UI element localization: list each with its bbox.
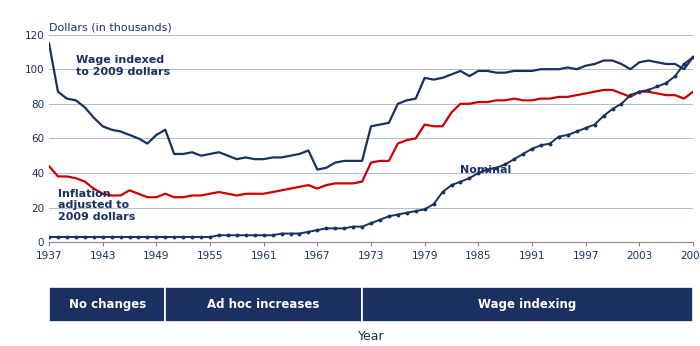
Text: Ad hoc increases: Ad hoc increases: [207, 298, 320, 311]
Text: Dollars (in thousands): Dollars (in thousands): [49, 22, 172, 33]
Text: No changes: No changes: [69, 298, 146, 311]
Text: Year: Year: [358, 329, 384, 343]
Text: Wage indexing: Wage indexing: [478, 298, 577, 311]
Text: Inflation
adjusted to
2009 dollars: Inflation adjusted to 2009 dollars: [58, 189, 135, 222]
Text: Wage indexed
to 2009 dollars: Wage indexed to 2009 dollars: [76, 55, 170, 77]
Text: Nominal: Nominal: [461, 165, 512, 174]
